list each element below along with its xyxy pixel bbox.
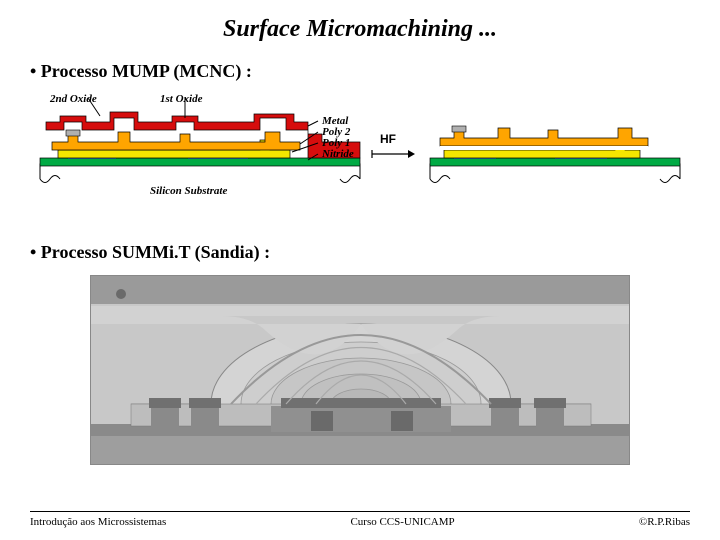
bullet-mump: • Processo MUMP (MCNC) : (30, 61, 700, 82)
bullet-summit: • Processo SUMMi.T (Sandia) : (30, 242, 700, 263)
hf-label: HF (380, 132, 396, 146)
footer: Introdução aos Microssistemas Curso CCS-… (30, 511, 690, 528)
summit-sem-image (90, 275, 630, 465)
footer-center: Curso CCS-UNICAMP (350, 516, 454, 528)
slide-title: Surface Micromachining ... (20, 16, 700, 43)
footer-right: ©R.P.Ribas (639, 516, 690, 528)
slide: Surface Micromachining ... • Processo MU… (0, 0, 720, 540)
label-1st-oxide: 1st Oxide (160, 94, 203, 105)
mump-diagram: 2nd Oxide 1st Oxide Metal Poly 2 Poly 1 … (30, 94, 690, 224)
footer-left: Introdução aos Microssistemas (30, 516, 166, 528)
mump-left-svg: 2nd Oxide 1st Oxide Metal Poly 2 Poly 1 … (30, 94, 370, 214)
label-2nd-oxide: 2nd Oxide (49, 94, 97, 105)
label-nitride: Nitride (321, 148, 354, 160)
label-substrate: Silicon Substrate (150, 185, 227, 197)
hf-arrow-icon (370, 148, 415, 160)
summit-svg (91, 276, 630, 465)
mump-right-svg (420, 94, 690, 214)
